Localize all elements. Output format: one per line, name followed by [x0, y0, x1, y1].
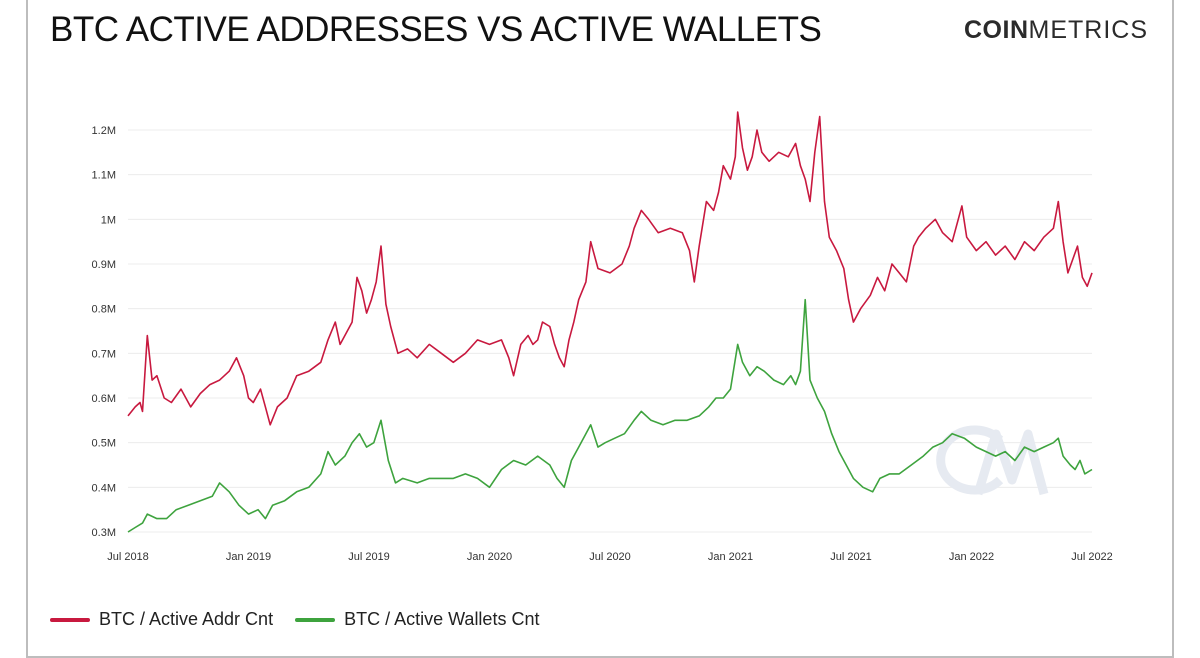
y-tick-label: 1M	[101, 214, 116, 226]
y-tick-label: 1.2M	[92, 125, 116, 137]
x-tick-label: Jul 2019	[348, 551, 390, 563]
brand-logo-light: METRICS	[1028, 16, 1148, 44]
y-tick-label: 0.6M	[92, 393, 116, 405]
y-tick-label: 0.7M	[92, 348, 116, 360]
y-tick-label: 0.5M	[92, 438, 116, 450]
x-tick-label: Jan 2020	[467, 551, 512, 563]
x-tick-label: Jul 2021	[830, 551, 872, 563]
x-tick-label: Jul 2022	[1071, 551, 1113, 563]
series-line-wallets	[127, 298, 1093, 533]
grid-lines	[128, 129, 1092, 533]
chart-frame	[26, 0, 1174, 658]
y-tick-label: 0.3M	[92, 527, 116, 539]
legend-label-wallets: BTC / Active Wallets Cnt	[344, 609, 540, 629]
x-tick-label: Jan 2019	[226, 551, 271, 563]
legend-item-addr[interactable]: BTC / Active Addr Cnt	[50, 609, 273, 630]
brand-logo: COINMETRICS	[964, 16, 1148, 45]
legend: BTC / Active Addr Cnt BTC / Active Walle…	[50, 609, 561, 630]
y-tick-label: 0.4M	[92, 482, 116, 494]
x-tick-label: Jul 2018	[107, 551, 149, 563]
series-line-addr	[127, 111, 1093, 426]
y-tick-label: 0.8M	[92, 304, 116, 316]
y-axis-ticks: 0.3M 0.4M 0.5M 0.6M 0.7M 0.8M 0.9M 1M 1.1M 1.2M	[92, 125, 116, 539]
x-axis-ticks: Jul 2018 Jan 2019 Jul 2019 Jan 2020 Jul 2020…	[107, 551, 1113, 563]
brand-logo-bold: COIN	[964, 16, 1029, 44]
x-tick-label: Jan 2022	[949, 551, 994, 563]
y-tick-label: 1.1M	[92, 170, 116, 182]
legend-label-addr: BTC / Active Addr Cnt	[99, 609, 274, 629]
legend-item-wallets[interactable]: BTC / Active Wallets Cnt	[295, 609, 539, 630]
x-tick-label: Jul 2020	[589, 551, 631, 563]
y-tick-label: 0.9M	[92, 259, 116, 271]
legend-swatch-addr	[50, 617, 90, 622]
series-lines	[127, 111, 1093, 533]
chart-title: BTC ACTIVE ADDRESSES VS ACTIVE WALLETS	[50, 10, 822, 49]
legend-swatch-wallets	[295, 617, 336, 622]
x-tick-label: Jan 2021	[708, 551, 753, 563]
cm-watermark-icon	[936, 425, 1049, 496]
